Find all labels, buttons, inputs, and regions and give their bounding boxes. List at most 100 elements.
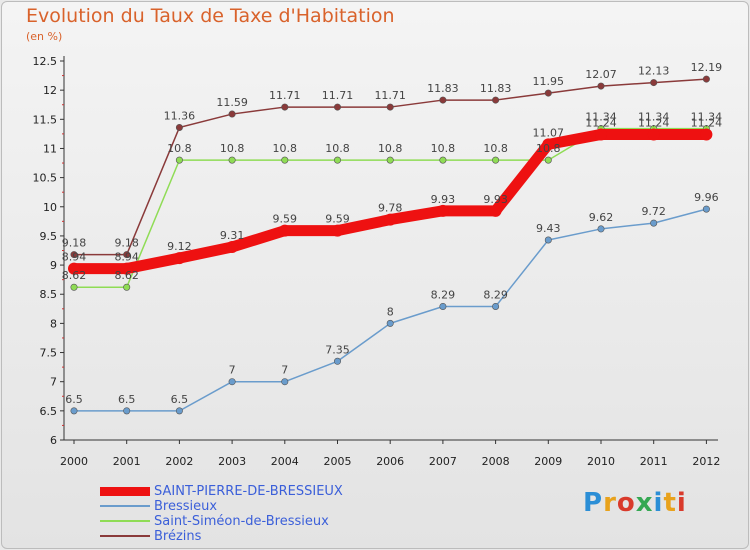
y-tick-label: 11 bbox=[43, 142, 57, 155]
data-label: 7 bbox=[281, 364, 288, 377]
data-label: 8 bbox=[387, 305, 394, 318]
y-tick-label: 8.5 bbox=[40, 288, 58, 301]
data-point bbox=[386, 156, 394, 164]
data-label: 6.5 bbox=[65, 393, 83, 406]
data-label: 11.07 bbox=[533, 126, 565, 139]
data-point bbox=[331, 224, 344, 237]
data-label: 9.59 bbox=[273, 213, 298, 226]
data-point bbox=[386, 103, 394, 111]
data-label: 8.29 bbox=[431, 288, 456, 301]
y-tick-label: 10 bbox=[43, 201, 57, 214]
data-label: 11.24 bbox=[691, 116, 723, 129]
data-label: 9.96 bbox=[694, 191, 719, 204]
y-tick-label: 11.5 bbox=[33, 113, 58, 126]
legend-swatch bbox=[100, 505, 150, 507]
data-label: 12.13 bbox=[638, 65, 670, 78]
data-point bbox=[173, 252, 186, 265]
data-point bbox=[700, 128, 713, 141]
data-point bbox=[175, 407, 183, 415]
data-point bbox=[647, 128, 660, 141]
data-point bbox=[650, 219, 658, 227]
data-label: 11.24 bbox=[585, 116, 617, 129]
data-point bbox=[278, 224, 291, 237]
data-label: 12.07 bbox=[585, 68, 617, 81]
data-point bbox=[123, 251, 131, 259]
data-label: 10.8 bbox=[378, 142, 403, 155]
data-point bbox=[597, 225, 605, 233]
data-point bbox=[489, 204, 502, 217]
x-tick-label: 2012 bbox=[692, 455, 720, 468]
data-label: 8.62 bbox=[114, 269, 139, 282]
data-point bbox=[175, 123, 183, 131]
data-label: 9.18 bbox=[114, 237, 139, 250]
data-point bbox=[175, 156, 183, 164]
data-label: 11.83 bbox=[480, 82, 512, 95]
legend-label: Saint-Siméon-de-Bressieux bbox=[154, 514, 329, 529]
data-label: 6.5 bbox=[118, 393, 136, 406]
x-tick-label: 2003 bbox=[218, 455, 246, 468]
data-label: 8.62 bbox=[62, 269, 87, 282]
data-label: 10.8 bbox=[536, 142, 561, 155]
data-point bbox=[492, 302, 500, 310]
x-tick-label: 2001 bbox=[113, 455, 141, 468]
data-label: 10.8 bbox=[483, 142, 508, 155]
data-point bbox=[70, 407, 78, 415]
data-label: 10.8 bbox=[325, 142, 350, 155]
legend-swatch bbox=[100, 520, 150, 522]
data-label: 11.36 bbox=[164, 109, 196, 122]
data-label: 7 bbox=[229, 364, 236, 377]
data-label: 8.29 bbox=[483, 288, 508, 301]
data-point bbox=[228, 378, 236, 386]
data-point bbox=[281, 156, 289, 164]
legend-label: Brézins bbox=[154, 529, 202, 544]
x-tick-label: 2006 bbox=[376, 455, 404, 468]
data-point bbox=[120, 262, 133, 275]
data-point bbox=[226, 241, 239, 254]
data-label: 9.62 bbox=[589, 211, 614, 224]
data-label: 11.24 bbox=[638, 116, 670, 129]
data-point bbox=[228, 110, 236, 118]
data-label: 9.93 bbox=[483, 193, 508, 206]
data-point bbox=[702, 75, 710, 83]
data-point bbox=[492, 156, 500, 164]
y-tick-label: 12 bbox=[43, 84, 57, 97]
data-label: 11.34 bbox=[638, 111, 670, 124]
proxiti-logo: Proxiti bbox=[583, 488, 687, 518]
data-label: 11.71 bbox=[322, 89, 354, 102]
x-tick-label: 2004 bbox=[271, 455, 299, 468]
data-label: 9.31 bbox=[220, 229, 245, 242]
legend-label: SAINT-PIERRE-DE-BRESSIEUX bbox=[154, 484, 343, 499]
data-label: 8.94 bbox=[62, 251, 87, 264]
x-tick-label: 2008 bbox=[482, 455, 510, 468]
data-point bbox=[544, 236, 552, 244]
data-label: 12.19 bbox=[691, 61, 723, 74]
chart-title: Evolution du Taux de Taxe d'Habitation bbox=[26, 5, 395, 27]
x-tick-label: 2010 bbox=[587, 455, 615, 468]
data-point bbox=[597, 82, 605, 90]
data-label: 9.59 bbox=[325, 213, 350, 226]
data-point bbox=[70, 283, 78, 291]
data-point bbox=[439, 302, 447, 310]
data-label: 11.71 bbox=[374, 89, 406, 102]
y-tick-label: 7 bbox=[50, 376, 57, 389]
data-point bbox=[68, 262, 80, 275]
y-tick-label: 9 bbox=[50, 259, 57, 272]
x-tick-label: 2007 bbox=[429, 455, 457, 468]
x-tick-label: 2011 bbox=[640, 455, 668, 468]
data-point bbox=[228, 156, 236, 164]
data-point bbox=[281, 378, 289, 386]
y-tick-label: 8 bbox=[50, 317, 57, 330]
x-tick-label: 2009 bbox=[534, 455, 562, 468]
data-label: 9.93 bbox=[431, 193, 456, 206]
y-tick-label: 9.5 bbox=[40, 230, 58, 243]
data-label: 11.71 bbox=[269, 89, 301, 102]
data-point bbox=[384, 213, 397, 226]
data-label: 8.94 bbox=[114, 251, 139, 264]
data-point bbox=[333, 357, 341, 365]
y-tick-label: 12.5 bbox=[33, 55, 58, 68]
data-point bbox=[595, 128, 607, 141]
y-tick-label: 10.5 bbox=[33, 172, 58, 185]
x-tick-label: 2005 bbox=[324, 455, 352, 468]
